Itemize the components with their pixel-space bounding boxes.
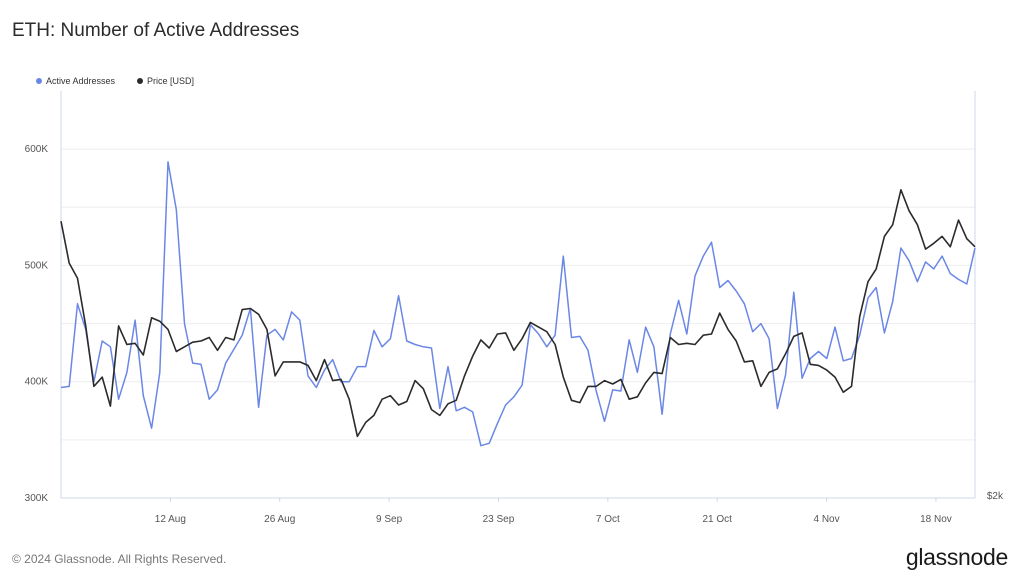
x-tick-label: 12 Aug <box>155 514 186 525</box>
legend-item-price[interactable]: Price [USD] <box>137 76 194 86</box>
legend-item-active-addresses[interactable]: Active Addresses <box>36 76 115 86</box>
price-line <box>60 189 976 438</box>
chart-legend: Active Addresses Price [USD] <box>36 76 194 86</box>
chart-title: ETH: Number of Active Addresses <box>12 20 300 41</box>
x-tick-label: 7 Oct <box>596 514 620 525</box>
legend-label-active-addresses: Active Addresses <box>46 76 116 86</box>
legend-label-price: Price [USD] <box>147 76 195 86</box>
y-tick-label: 600K <box>25 144 49 155</box>
x-tick-label: 4 Nov <box>814 514 840 525</box>
x-tick-label: 9 Sep <box>376 514 403 525</box>
copyright-text: © 2024 Glassnode. All Rights Reserved. <box>12 552 227 566</box>
y-tick-label: 400K <box>25 377 49 388</box>
legend-dot-active-addresses <box>36 78 42 84</box>
x-tick-label: 26 Aug <box>264 514 295 525</box>
glassnode-logo: glassnode <box>905 544 1008 570</box>
x-tick-label: 23 Sep <box>483 514 515 525</box>
legend-dot-price <box>137 78 144 84</box>
y-tick-label: 500K <box>25 260 49 271</box>
x-tick-label: 18 Nov <box>920 514 952 525</box>
y-tick-label: 300K <box>25 493 49 504</box>
active-addresses-line <box>60 161 976 447</box>
y-right-tick-label: $2k <box>987 491 1004 502</box>
x-tick-label: 21 Oct <box>702 514 732 525</box>
